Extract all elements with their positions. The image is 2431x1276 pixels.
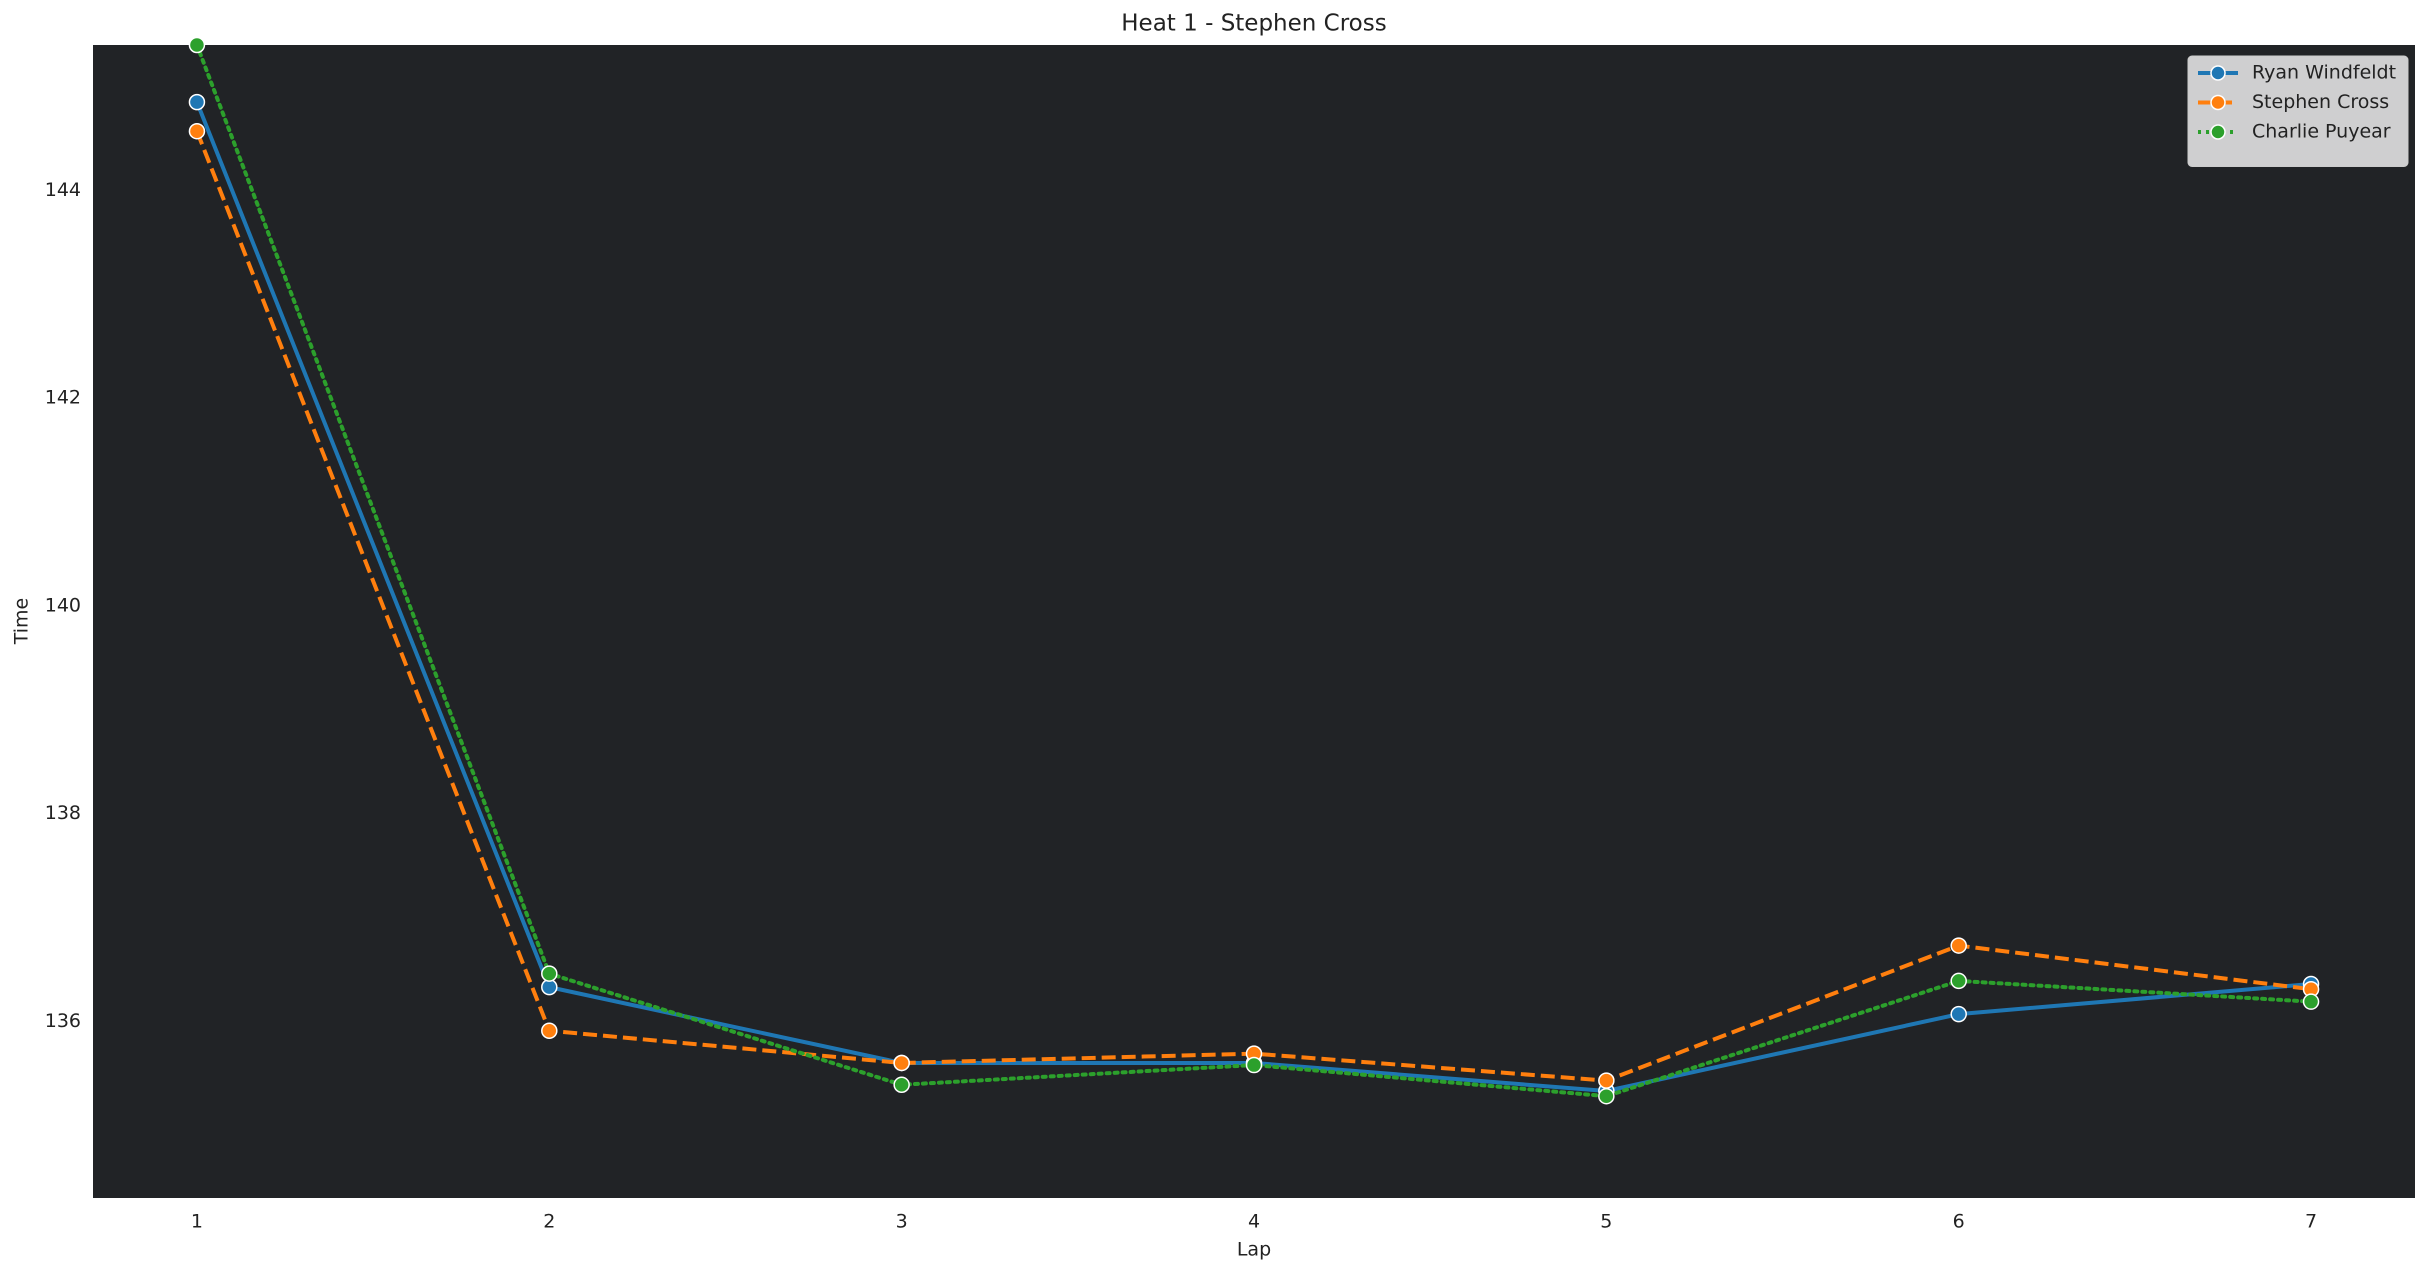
y-tick-label: 142 bbox=[45, 387, 81, 409]
x-tick-label: 1 bbox=[191, 1211, 203, 1233]
data-point bbox=[1950, 972, 1967, 990]
y-tick-label: 144 bbox=[45, 179, 81, 201]
data-point bbox=[1950, 1005, 1967, 1023]
legend-marker bbox=[2210, 65, 2226, 81]
legend-box bbox=[2187, 55, 2409, 167]
legend-label: Stephen Cross bbox=[2252, 91, 2389, 113]
data-point bbox=[541, 978, 558, 996]
data-point bbox=[893, 1076, 910, 1094]
data-point bbox=[188, 122, 206, 140]
x-tick-label: 5 bbox=[1600, 1211, 1612, 1233]
legend-label: Charlie Puyear bbox=[2252, 121, 2391, 143]
y-tick-label: 138 bbox=[45, 802, 81, 824]
y-tick-label: 140 bbox=[45, 594, 81, 616]
y-tick-label: 136 bbox=[45, 1010, 81, 1032]
x-tick-label: 2 bbox=[543, 1211, 555, 1233]
data-point bbox=[1598, 1072, 1615, 1089]
data-point bbox=[1950, 937, 1967, 954]
plot-area bbox=[93, 45, 2415, 1198]
data-point bbox=[1598, 1087, 1615, 1105]
data-point bbox=[188, 36, 206, 54]
x-tick-label: 6 bbox=[1953, 1211, 1965, 1233]
data-point bbox=[541, 1022, 558, 1040]
data-point bbox=[541, 965, 558, 982]
legend-label: Ryan Windfeldt bbox=[2252, 62, 2396, 84]
legend-marker bbox=[2210, 124, 2226, 140]
chart-title: Heat 1 - Stephen Cross bbox=[1121, 11, 1386, 37]
x-axis-label: Lap bbox=[1237, 1239, 1271, 1261]
data-point bbox=[188, 93, 206, 111]
x-tick-label: 4 bbox=[1248, 1211, 1260, 1233]
y-axis-label: Time bbox=[11, 598, 33, 646]
data-point bbox=[893, 1054, 910, 1072]
x-tick-label: 3 bbox=[896, 1211, 908, 1233]
data-point bbox=[2302, 993, 2320, 1010]
x-tick-label: 7 bbox=[2305, 1211, 2317, 1233]
legend-marker bbox=[2210, 94, 2226, 111]
data-point bbox=[1245, 1056, 1263, 1074]
